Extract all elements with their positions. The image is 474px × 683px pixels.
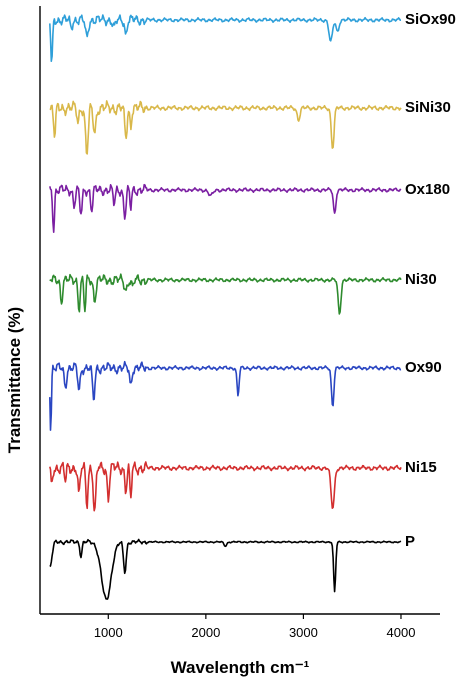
series-labels: SiOx90 SiNi30 Ox180 Ni30 Ox90 Ni15 P (405, 11, 456, 550)
series-line-siox90 (49, 14, 402, 62)
x-tick-label: 1000 (94, 625, 123, 640)
x-axis-title: Wavelength cm⁻¹ (171, 658, 310, 677)
series-label-siox90: SiOx90 (405, 11, 456, 28)
x-tick-label: 4000 (387, 625, 416, 640)
series-line-ni15 (49, 461, 402, 512)
series-line-sini30 (49, 100, 402, 155)
series-label-ni30: Ni30 (405, 271, 437, 288)
x-tick-label: 2000 (191, 625, 220, 640)
series-line-ox180 (49, 183, 402, 233)
series-label-ox180: Ox180 (405, 181, 450, 198)
series-label-p: P (405, 533, 415, 550)
series-group (49, 14, 402, 600)
y-axis-title: Transmittance (%) (5, 307, 24, 453)
chart-axes (39, 6, 440, 615)
series-label-ni15: Ni15 (405, 459, 437, 476)
series-line-p (49, 538, 402, 600)
series-line-ox90 (49, 360, 402, 431)
series-label-sini30: SiNi30 (405, 99, 451, 116)
x-ticks: 1000 2000 3000 4000 (94, 614, 416, 640)
series-line-ni30 (49, 273, 402, 315)
x-tick-label: 3000 (289, 625, 318, 640)
series-label-ox90: Ox90 (405, 359, 442, 376)
